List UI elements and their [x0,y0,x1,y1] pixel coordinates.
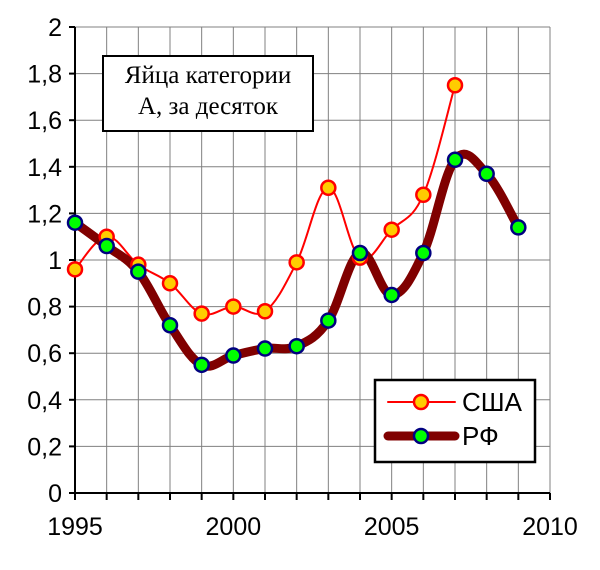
legend-label-0: США [462,387,523,417]
title-box [102,55,314,132]
chart-title-line: Яйца категории [125,62,291,89]
legend-marker-0 [412,393,430,411]
series-0-point [446,77,464,94]
series-1-point [288,337,305,355]
series-1-point [446,151,464,169]
y-tick-label: 0,4 [27,387,62,415]
y-tick-label: 0 [48,480,62,508]
series-0-point [66,261,84,278]
x-tick-label: 2010 [522,513,578,541]
series-1-point [66,214,84,231]
series-0-point [256,303,274,320]
series-1-point [320,312,337,329]
series-0-point [383,221,400,238]
series-0-point [320,179,337,197]
series-1-point [161,316,179,334]
y-tick-label: 1 [48,247,62,275]
series-0-point [161,275,179,292]
series-0-point [193,305,210,322]
series-1-point [225,347,242,364]
series-1-point [256,340,274,357]
y-tick-label: 2 [48,14,62,42]
series-1-point [510,219,527,236]
chart-title-line: А, за десяток [138,93,279,120]
x-tick-label: 2000 [206,513,262,541]
legend-marker-1 [412,427,430,445]
series-0-point [415,186,432,204]
y-tick-label: 0,6 [27,340,62,368]
x-tick-label: 2005 [364,513,420,541]
series-1-point [351,244,369,262]
y-tick-label: 1,2 [27,200,62,228]
series-0-point [288,254,305,271]
y-tick-label: 1,6 [27,107,62,135]
y-tick-label: 0,2 [27,433,62,461]
legend-label-1: РФ [462,421,499,451]
y-tick-label: 1,8 [27,61,62,89]
y-tick-label: 1,4 [27,154,62,182]
legend-box [373,378,537,464]
series-1-point [383,286,400,304]
series-1-point [415,244,432,262]
series-1-point [130,263,147,280]
series-1-point [98,237,115,255]
series-1-point [193,356,210,374]
series-1-point [478,165,495,183]
series-0-point [225,298,242,315]
x-tick-label: 1995 [47,513,103,541]
y-tick-label: 0,8 [27,294,62,322]
